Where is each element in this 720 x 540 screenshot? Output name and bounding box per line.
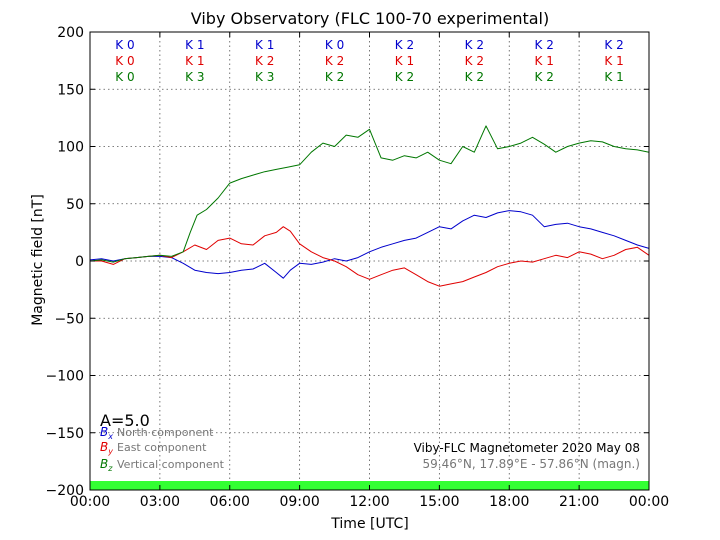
k-index-label: K 1: [604, 54, 623, 68]
legend-label-east: East component: [117, 441, 207, 454]
k-index-label: K 0: [115, 38, 134, 52]
legend-symbol-north: Bx: [100, 425, 113, 441]
k-index-label: K 3: [255, 70, 274, 84]
series-line-east: [90, 226, 650, 287]
y-tick-label: 150: [57, 82, 84, 98]
series-line-vertical: [89, 125, 650, 263]
legend-symbol-vertical: Bz: [100, 457, 113, 473]
k-index-label: K 2: [604, 38, 623, 52]
legend-label-vertical: Vertical component: [117, 458, 225, 471]
y-tick-label: −150: [46, 426, 84, 442]
x-tick-label: 03:00: [140, 494, 180, 510]
k-index-label: K 0: [115, 54, 134, 68]
k-index-label: K 2: [465, 54, 484, 68]
axis-ticks: 00:00 03:00 06:00 09:00 12:00 15:00 18:00 21:00…: [46, 25, 670, 510]
y-tick-label: −100: [46, 369, 84, 385]
y-tick-label: 200: [57, 25, 84, 41]
y-axis-label: Magnetic field [nT]: [30, 194, 46, 326]
x-tick-label: 00:00: [70, 494, 110, 510]
series-lines: [89, 125, 650, 287]
y-tick-label: 100: [57, 140, 84, 156]
grid-lines: [90, 32, 649, 490]
x-axis-label: Time [UTC]: [330, 516, 408, 532]
k-index-label: K 2: [465, 38, 484, 52]
series-line-north: [89, 210, 650, 279]
k-index-label: K 1: [255, 38, 274, 52]
k-index-label: K 2: [395, 38, 414, 52]
k-index-label: K 2: [395, 70, 414, 84]
k-index-label: K 1: [185, 54, 204, 68]
k-index-label: K 1: [395, 54, 414, 68]
k-index-label: K 2: [535, 38, 554, 52]
legend-item-north: Bx North component: [100, 425, 214, 441]
legend: Bx North component By East component Bz …: [100, 425, 225, 473]
a-index-label: A=5.0: [100, 411, 150, 430]
y-tick-label: 50: [66, 197, 84, 213]
y-tick-label: −50: [54, 311, 84, 327]
k-index-label: K 2: [325, 70, 344, 84]
k-index-label: K 0: [115, 70, 134, 84]
x-tick-label: 06:00: [210, 494, 250, 510]
x-tick-label: 09:00: [279, 494, 319, 510]
x-tick-label: 12:00: [349, 494, 389, 510]
k-index-rows: K 0 K 1 K 1 K 0 K 2 K 2 K 2 K 2 K 0 K 1 K 2 K 2 K 1 K…: [115, 38, 623, 84]
k-index-label: K 0: [325, 38, 344, 52]
k-index-label: K 2: [255, 54, 274, 68]
x-tick-label: 18:00: [489, 494, 529, 510]
k-index-label: K 1: [185, 38, 204, 52]
y-tick-label: −200: [46, 483, 84, 499]
x-tick-label: 15:00: [419, 494, 459, 510]
legend-symbol-east: By: [100, 440, 113, 456]
legend-item-vertical: Bz Vertical component: [100, 457, 225, 473]
y-tick-label: 0: [75, 254, 84, 270]
k-index-label: K 1: [535, 54, 554, 68]
k-index-label: K 2: [325, 54, 344, 68]
chart-title: Viby Observatory (FLC 100-70 experimenta…: [191, 9, 550, 28]
instrument-info: Viby-FLC Magnetometer 2020 May 08: [414, 441, 640, 455]
k-index-label: K 2: [465, 70, 484, 84]
k-index-label: K 1: [604, 70, 623, 84]
x-tick-label: 00:00: [629, 494, 669, 510]
location-info: 59.46°N, 17.89°E - 57.86°N (magn.): [423, 457, 640, 471]
legend-item-east: By East component: [100, 440, 207, 456]
k-index-label: K 2: [535, 70, 554, 84]
k-index-label: K 3: [185, 70, 204, 84]
x-tick-label: 21:00: [559, 494, 599, 510]
legend-label-north: North component: [117, 426, 214, 439]
